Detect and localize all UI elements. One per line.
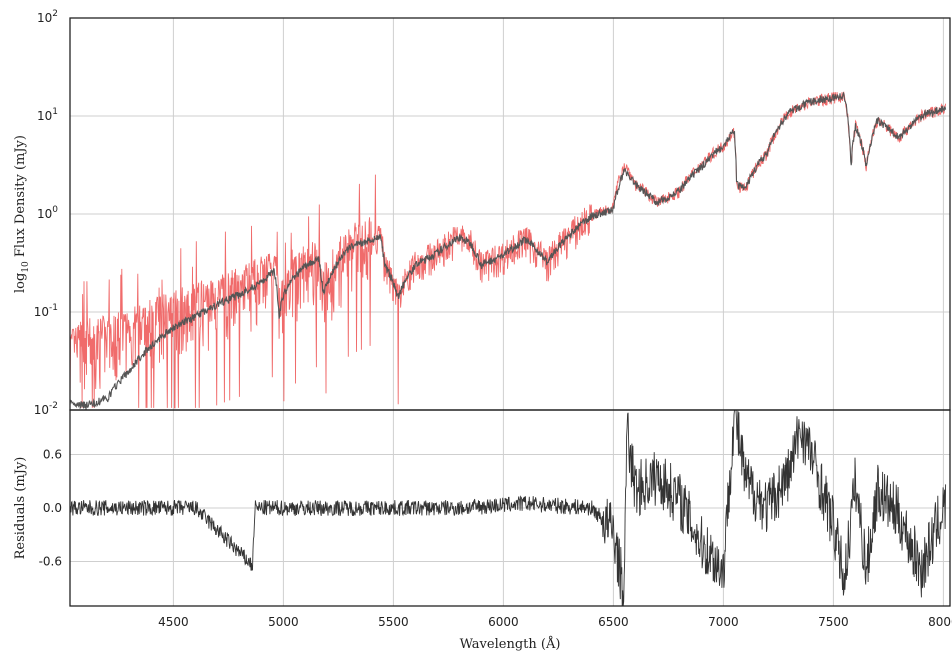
x-tick-label: 5000 xyxy=(268,615,299,629)
top-panel-series xyxy=(69,91,947,410)
bottom-y-tick-label: 0.6 xyxy=(43,448,62,462)
x-tick-label: 5500 xyxy=(378,615,409,629)
x-tick-label: 4500 xyxy=(158,615,189,629)
x-tick-label: 6000 xyxy=(488,615,519,629)
bottom-panel-series xyxy=(69,409,947,607)
bottom-y-tick-label: 0.0 xyxy=(43,501,62,515)
top-y-tick-label: 101 xyxy=(37,107,58,123)
top-y-axis-label: log10 Flux Density (mJy) xyxy=(13,135,31,293)
bottom-panel-grid xyxy=(70,410,950,606)
top-y-tick-label: 102 xyxy=(37,9,58,25)
observed-spectrum-line xyxy=(69,91,947,409)
x-tick-label: 7000 xyxy=(708,615,739,629)
x-tick-label: 8000 xyxy=(928,615,952,629)
bottom-y-axis-label: Residuals (mJy) xyxy=(13,457,28,560)
x-tick-label: 7500 xyxy=(818,615,849,629)
top-panel-grid xyxy=(70,18,950,410)
x-axis-label: Wavelength (Å) xyxy=(460,636,561,652)
residuals-line xyxy=(69,409,947,607)
top-y-tick-labels: 10-2 10-1 100 101 102 xyxy=(34,9,59,417)
bottom-y-tick-labels: 0.6 0.0 -0.6 xyxy=(39,448,62,569)
top-y-tick-label: 10-1 xyxy=(34,303,58,319)
bottom-y-tick-label: -0.6 xyxy=(39,554,62,568)
top-y-tick-label: 10-2 xyxy=(34,401,58,417)
top-y-tick-label: 100 xyxy=(37,205,58,221)
x-tick-labels: 4500 5000 5500 6000 6500 7000 7500 8000 xyxy=(158,615,952,629)
model-spectrum-line xyxy=(69,91,947,410)
x-tick-label: 6500 xyxy=(598,615,629,629)
bottom-panel-frame xyxy=(69,409,951,607)
